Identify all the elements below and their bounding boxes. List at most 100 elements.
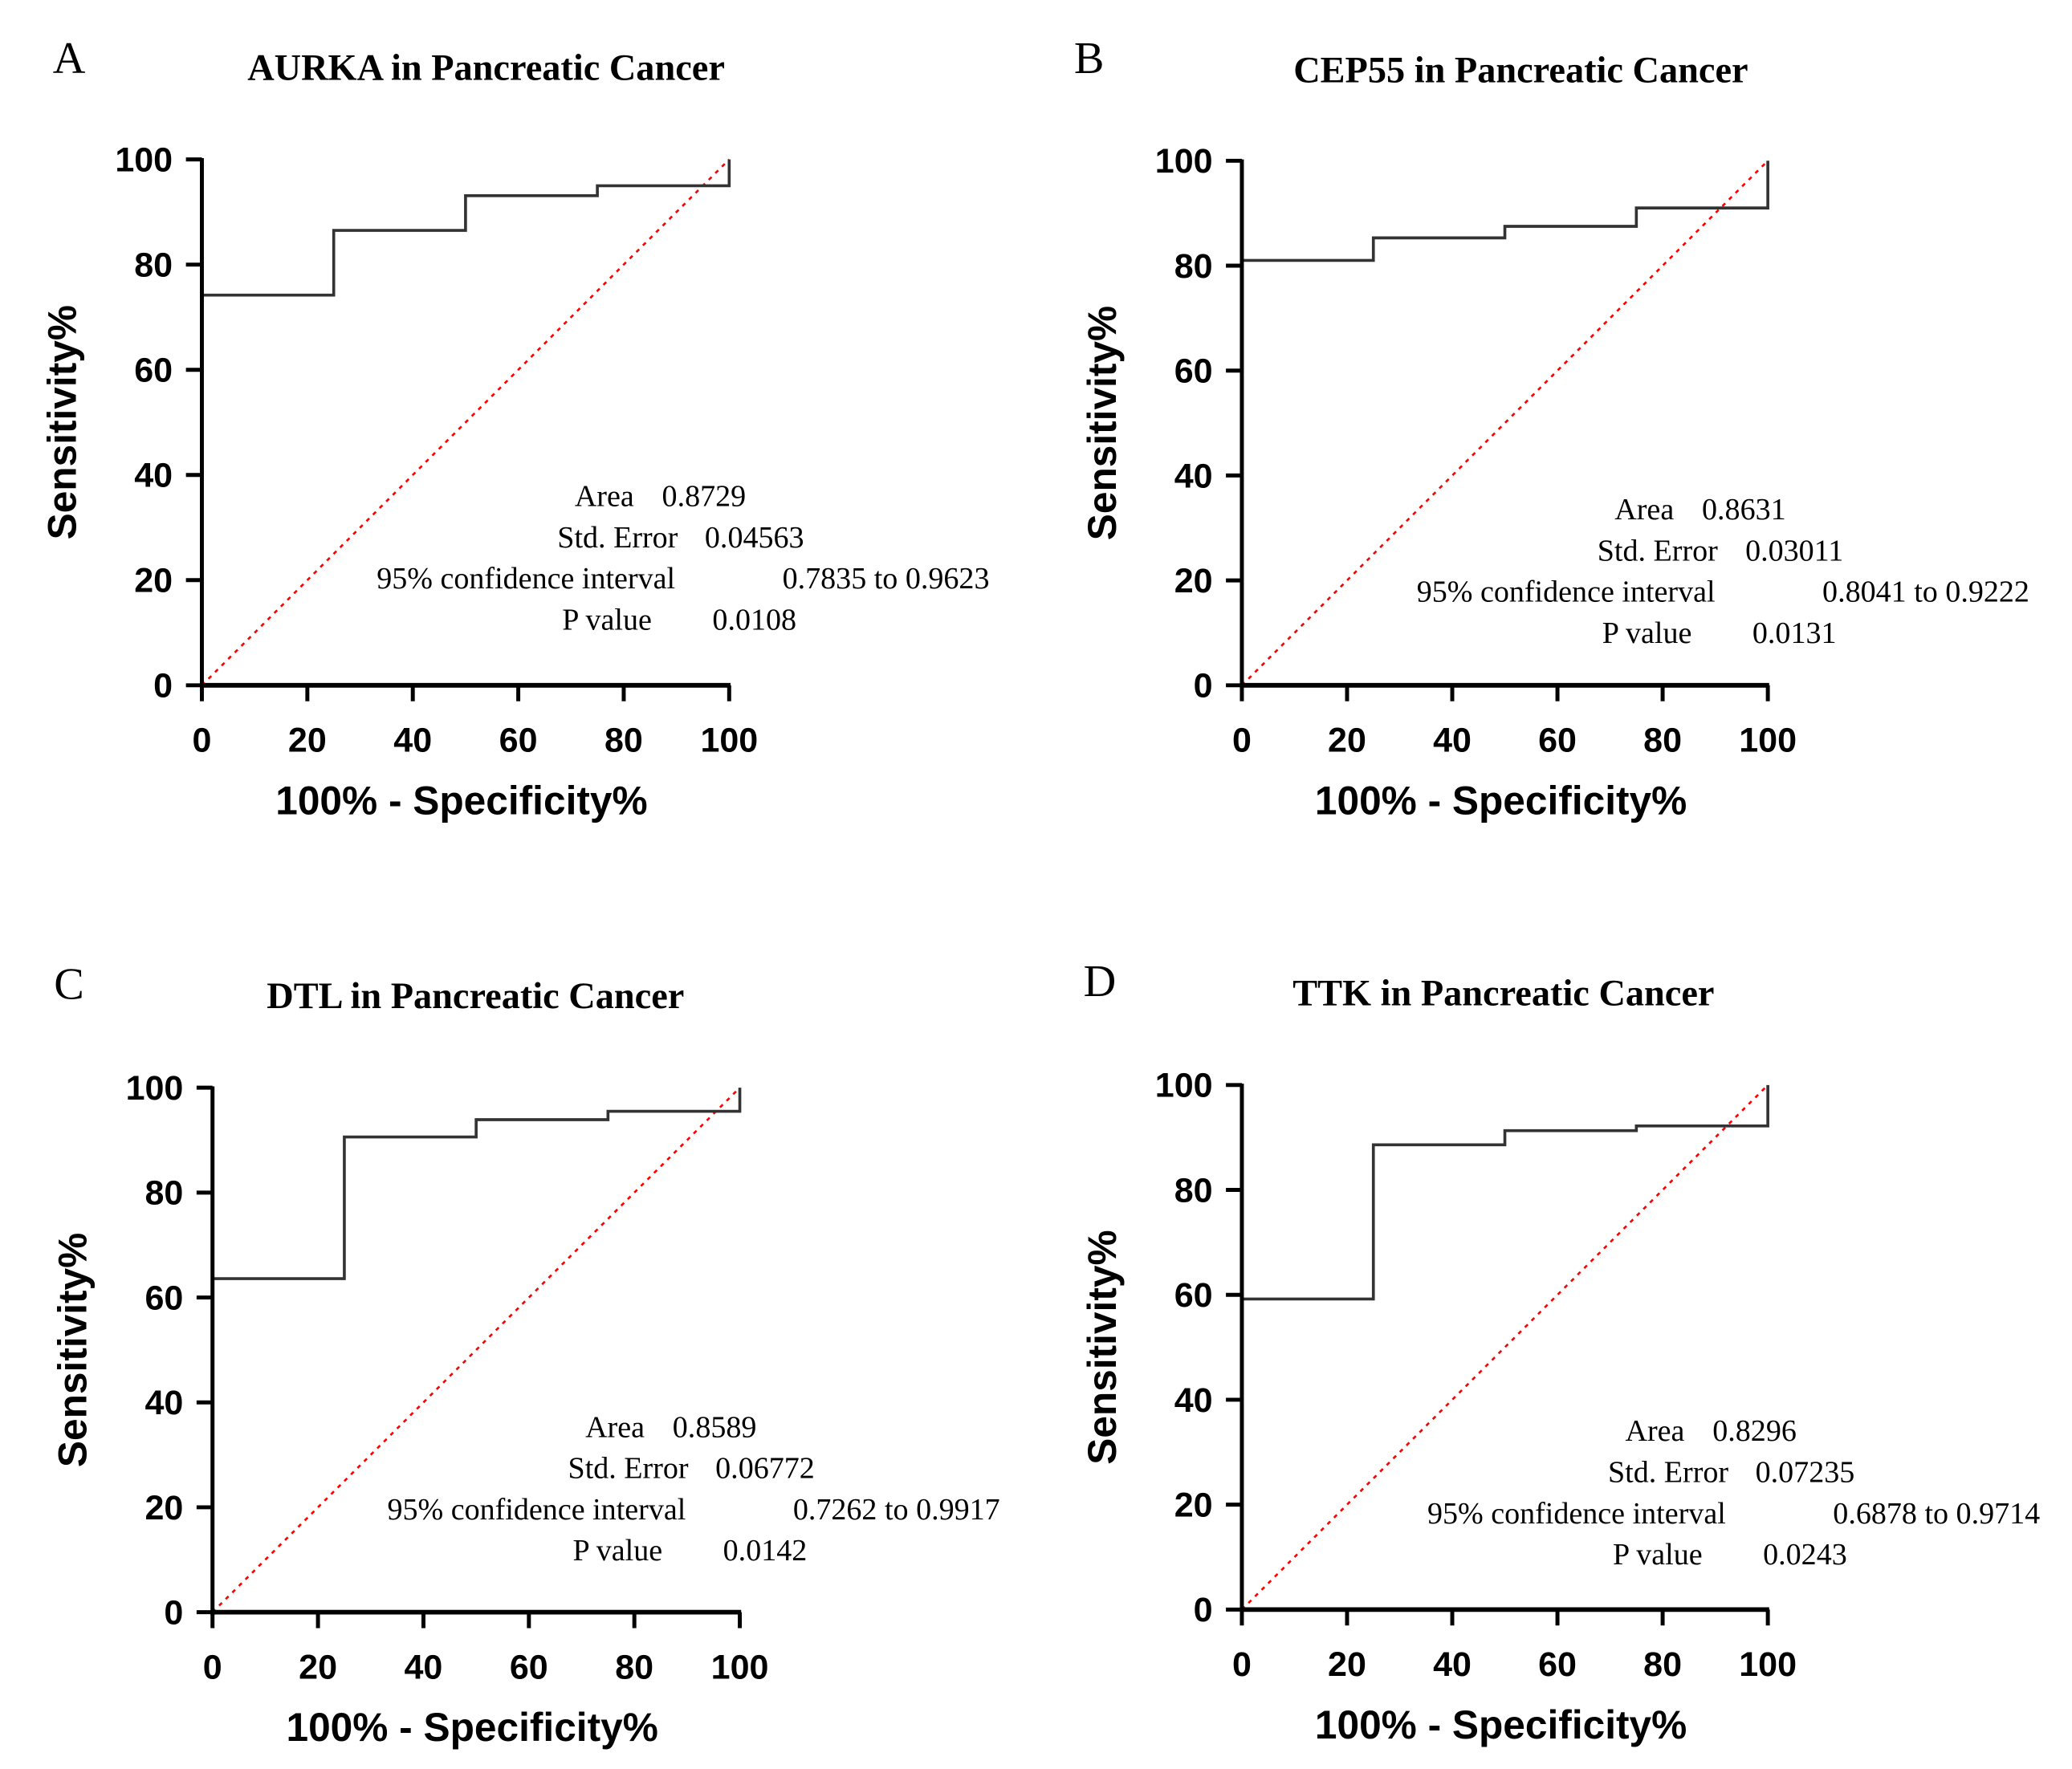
y-tick-label: 20 (134, 562, 173, 600)
stats-value: 0.8729 (662, 479, 747, 513)
x-tick-label: 40 (1433, 722, 1472, 760)
roc-curve (210, 1088, 742, 1612)
x-tick-label: 0 (203, 1648, 222, 1686)
panel-letter: D (1084, 957, 1117, 1007)
x-tick-label: 60 (499, 722, 538, 760)
y-axis-label: Sensitivity% (51, 1233, 96, 1467)
y-tick-label: 0 (153, 667, 173, 706)
y-axis-label: Sensitivity% (1080, 306, 1125, 540)
x-tick-label: 20 (1328, 722, 1366, 760)
panel-letter: A (53, 34, 86, 83)
reference-diagonal-line (1241, 1084, 1769, 1611)
stats-value: 0.04563 (705, 521, 804, 555)
panel-letter: C (54, 959, 84, 1009)
y-tick-label: 60 (145, 1279, 183, 1317)
stats-label: 95% confidence interval (1417, 575, 1716, 609)
y-tick-label: 100 (1155, 142, 1213, 181)
stats-label: Area (1626, 1414, 1685, 1448)
stats-value: 0.06772 (715, 1452, 815, 1486)
x-tick-label: 0 (193, 722, 212, 760)
stats-label: 95% confidence interval (377, 562, 675, 596)
stats-value: 0.0108 (712, 603, 796, 636)
stats-label: P value (562, 603, 652, 636)
chart-title: TTK in Pancreatic Cancer (1292, 974, 1714, 1015)
reference-diagonal-line (201, 158, 731, 686)
reference-diagonal-line (211, 1087, 741, 1613)
x-tick-label: 60 (510, 1648, 548, 1686)
stats-label: 95% confidence interval (1427, 1497, 1726, 1531)
stats-value: 0.03011 (1745, 534, 1843, 567)
x-tick-label: 100 (700, 722, 758, 760)
stats-label: Std. Error (568, 1452, 689, 1486)
x-tick-label: 60 (1538, 1645, 1577, 1684)
x-tick-label: 80 (605, 722, 643, 760)
panel-b: B CEP55 in Pancreatic Cancer 0 20 40 60 80 100 0… (1074, 34, 2029, 823)
y-tick-label: 100 (115, 141, 173, 180)
y-tick-label: 60 (1174, 1276, 1213, 1315)
x-tick-label: 40 (405, 1648, 443, 1686)
roc-curve (1240, 1084, 1769, 1610)
y-tick-label: 20 (145, 1489, 183, 1527)
x-tick-label: 100 (711, 1648, 769, 1686)
stats-label: P value (1613, 1538, 1703, 1572)
y-tick-label: 40 (145, 1384, 183, 1422)
stats-value: 0.0243 (1763, 1538, 1847, 1572)
y-tick-label: 0 (1194, 1591, 1213, 1629)
y-tick-label: 0 (164, 1594, 183, 1633)
y-axis-label: Sensitivity% (1080, 1230, 1125, 1464)
stats-value: 0.7262 to 0.9917 (793, 1493, 1000, 1527)
panel-c: C DTL in Pancreatic Cancer 0 20 40 60 80 100 0 20… (51, 959, 1000, 1750)
stats-label: P value (573, 1534, 663, 1568)
x-tick-label: 80 (1643, 1645, 1682, 1684)
x-tick-label: 20 (299, 1648, 337, 1686)
stats-label: P value (1602, 616, 1692, 650)
stats-value: 0.0142 (723, 1534, 808, 1568)
y-tick-label: 40 (1174, 457, 1213, 495)
y-tick-label: 0 (1194, 667, 1213, 706)
y-tick-label: 60 (1174, 352, 1213, 391)
y-tick-label: 40 (1174, 1381, 1213, 1420)
stats-label: Area (1614, 493, 1674, 527)
y-tick-label: 20 (1174, 1486, 1213, 1525)
chart-title: DTL in Pancreatic Cancer (267, 976, 684, 1017)
x-tick-label: 0 (1232, 1645, 1252, 1684)
panel-d: D TTK in Pancreatic Cancer 0 20 40 60 80 100 0 20… (1080, 957, 2040, 1747)
panel-a: A AURKA in Pancreatic Cancer 0 20 40 60 80 100 0… (39, 34, 989, 823)
x-axis-label: 100% - Specificity% (1315, 778, 1687, 823)
x-tick-label: 80 (615, 1648, 653, 1686)
y-tick-label: 20 (1174, 562, 1213, 600)
y-tick-label: 80 (134, 246, 173, 285)
y-tick-label: 60 (134, 352, 173, 390)
y-tick-label: 80 (1174, 247, 1213, 286)
stats-label: Area (585, 1410, 645, 1444)
x-tick-label: 20 (288, 722, 327, 760)
x-tick-label: 100 (1739, 722, 1797, 760)
stats-value: 0.7835 to 0.9623 (783, 562, 990, 596)
stats-label: Std. Error (557, 521, 678, 555)
x-tick-label: 80 (1643, 722, 1682, 760)
roc-curve (200, 159, 731, 685)
stats-label: 95% confidence interval (387, 1493, 686, 1527)
y-tick-label: 100 (126, 1069, 184, 1108)
stats-value: 0.6878 to 0.9714 (1833, 1497, 2040, 1531)
stats-value: 0.07235 (1756, 1456, 1855, 1490)
x-axis-label: 100% - Specificity% (286, 1705, 657, 1750)
x-tick-label: 40 (393, 722, 432, 760)
roc-curve (1240, 161, 1769, 685)
x-tick-label: 20 (1328, 1645, 1366, 1684)
stats-value: 0.0131 (1752, 616, 1837, 650)
panel-letter: B (1074, 34, 1105, 83)
y-axis-label: Sensitivity% (39, 305, 84, 539)
x-axis-label: 100% - Specificity% (1315, 1702, 1687, 1747)
y-tick-label: 40 (134, 457, 173, 495)
stats-label: Std. Error (1598, 534, 1718, 567)
stats-label: Std. Error (1608, 1456, 1728, 1490)
stats-value: 0.8296 (1712, 1414, 1797, 1448)
x-tick-label: 60 (1538, 722, 1577, 760)
stats-value: 0.8631 (1702, 493, 1786, 527)
reference-diagonal-line (1241, 160, 1769, 686)
x-tick-label: 100 (1739, 1645, 1797, 1684)
x-tick-label: 40 (1433, 1645, 1472, 1684)
stats-label: Area (575, 479, 634, 513)
